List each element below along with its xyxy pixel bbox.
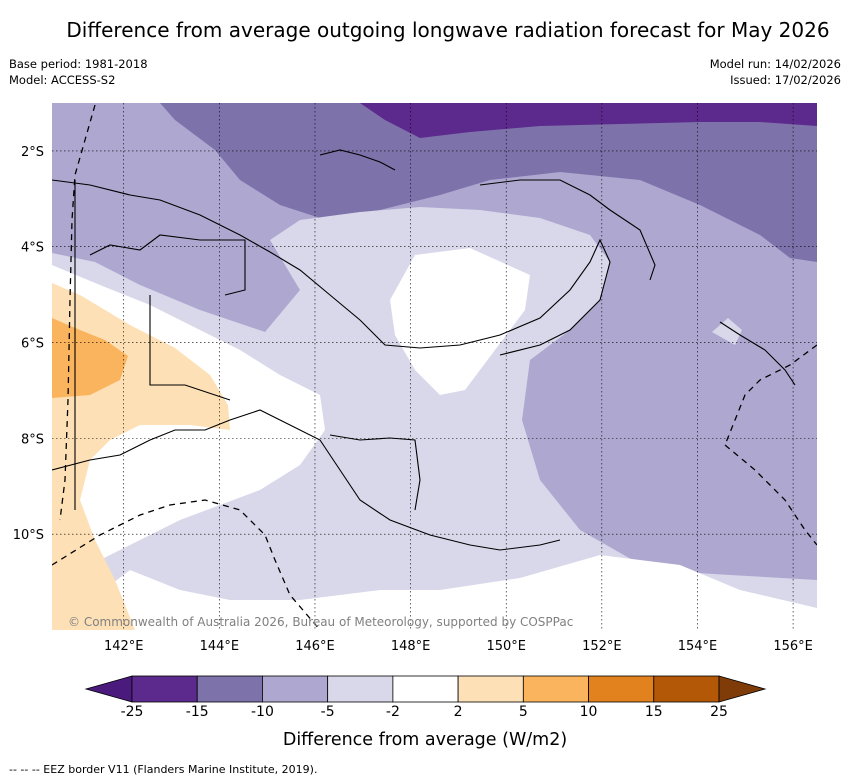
lat-axis-labels: 2°S 4°S 6°S 8°S 10°S <box>13 145 44 543</box>
colorbar-segment <box>588 675 655 703</box>
lon-tick-label: 156°E <box>773 639 813 654</box>
colorbar-title: Difference from average (W/m2) <box>282 730 568 750</box>
eez-borders <box>52 104 817 630</box>
colorbar-segment <box>131 675 198 703</box>
lat-tick-label: 10°S <box>13 528 44 543</box>
colorbar-tick-label: 5 <box>518 704 528 720</box>
colorbar-tick-label: 15 <box>644 704 663 720</box>
base-period-text: Base period: 1981-2018 <box>9 57 148 71</box>
issued-text: Issued: 17/02/2026 <box>730 73 841 87</box>
colorbar-segment <box>392 675 459 703</box>
colorbar-tick-label: -15 <box>185 704 209 720</box>
eez-footnote: -- -- -- EEZ border V11 (Flanders Marine… <box>9 763 318 776</box>
gridlines <box>52 103 817 630</box>
band-minus-15-to-10 <box>160 103 817 262</box>
lon-tick-label: 146°E <box>295 639 335 654</box>
colorbar-tick-label: 25 <box>710 704 728 720</box>
colorbar-tick-label: 2 <box>453 704 463 720</box>
colorbar-tick-label: -2 <box>385 704 400 720</box>
colorbar-segment <box>522 675 589 703</box>
model-run-text: Model run: 14/02/2026 <box>709 57 841 71</box>
lon-tick-label: 142°E <box>104 639 144 654</box>
copyright-text: © Commonwealth of Australia 2026, Bureau… <box>68 615 573 629</box>
band-5-to-10 <box>52 318 128 398</box>
colorbar-tick-label: -10 <box>251 704 274 720</box>
band-minus-5-to-2 <box>52 207 817 630</box>
band-minus-2-to-2-centre <box>390 248 530 395</box>
lat-tick-label: 8°S <box>21 432 44 447</box>
colorbar <box>84 675 767 703</box>
band-minus-2-to-2-east <box>712 318 742 345</box>
lon-tick-label: 154°E <box>678 639 718 654</box>
lon-tick-label: 150°E <box>486 639 526 654</box>
model-text: Model: ACCESS-S2 <box>9 73 116 87</box>
lat-tick-label: 2°S <box>21 145 44 160</box>
map-area <box>52 103 817 630</box>
colorbar-segment <box>327 675 394 703</box>
lon-tick-label: 144°E <box>200 639 240 654</box>
colorbar-segment <box>457 675 524 703</box>
lon-tick-label: 148°E <box>391 639 431 654</box>
colorbar-segment <box>196 675 263 703</box>
colorbar-segment <box>653 675 720 703</box>
band-minus-25-to-15 <box>360 103 817 138</box>
colorbar-extend-high <box>718 675 767 703</box>
meta-right: Model run: 14/02/2026 Issued: 17/02/2026 <box>710 56 841 88</box>
colorbar-tick-label: -25 <box>120 704 144 720</box>
colorbar-tick-label: -5 <box>320 704 335 720</box>
lat-tick-label: 6°S <box>21 337 44 352</box>
band-minus-2-to-2-south <box>52 555 817 630</box>
meta-left: Base period: 1981-2018 Model: ACCESS-S2 <box>9 56 148 88</box>
coastlines <box>52 149 796 551</box>
lon-tick-label: 152°E <box>582 639 622 654</box>
colorbar-tick-label: 10 <box>579 704 598 720</box>
lat-tick-label: 4°S <box>21 241 44 256</box>
lon-axis-labels: 142°E 144°E 146°E 148°E 150°E 152°E 154°E 156°E <box>104 639 813 654</box>
colorbar-segment <box>262 675 329 703</box>
colorbar-extend-low <box>84 675 133 703</box>
map-title: Difference from average outgoing longwav… <box>66 18 830 42</box>
